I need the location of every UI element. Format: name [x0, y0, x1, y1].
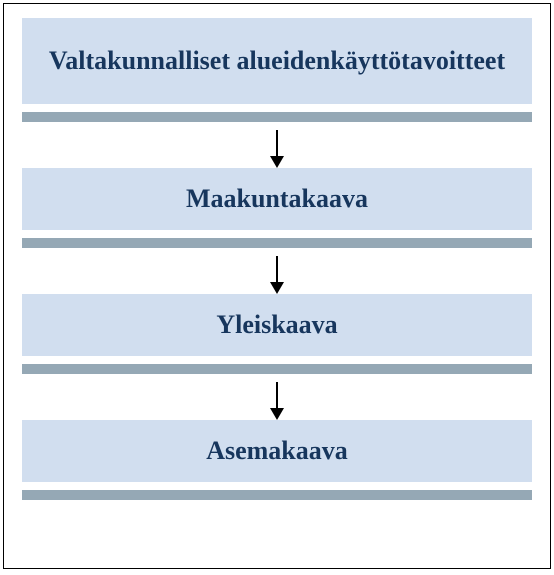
arrow-down-icon: [276, 130, 279, 160]
arrow-down-icon: [276, 382, 279, 412]
node-label: Asemakaava: [206, 435, 348, 466]
node-label: Maakuntakaava: [186, 183, 368, 214]
flowchart-node-2: Maakuntakaava: [22, 168, 532, 230]
flowchart-arrow-2: [22, 248, 532, 294]
node-label: Yleiskaava: [216, 309, 337, 340]
flowchart-node-3: Yleiskaava: [22, 294, 532, 356]
node-underbar: [22, 112, 532, 122]
flowchart-node-4: Asemakaava: [22, 420, 532, 482]
arrow-down-icon: [276, 256, 279, 286]
node-underbar: [22, 490, 532, 500]
diagram-frame: Valtakunnalliset alueidenkäyttötavoittee…: [3, 3, 551, 569]
flowchart-node-1: Valtakunnalliset alueidenkäyttötavoittee…: [22, 18, 532, 104]
flowchart-arrow-3: [22, 374, 532, 420]
node-underbar: [22, 238, 532, 248]
flowchart-arrow-1: [22, 122, 532, 168]
node-underbar: [22, 364, 532, 374]
node-label: Valtakunnalliset alueidenkäyttötavoittee…: [49, 45, 505, 76]
